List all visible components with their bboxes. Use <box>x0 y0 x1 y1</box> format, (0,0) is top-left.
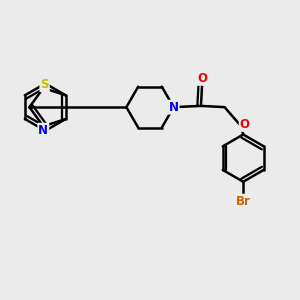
Text: N: N <box>38 124 48 137</box>
Text: O: O <box>240 118 250 131</box>
Text: Br: Br <box>236 195 251 208</box>
Text: O: O <box>197 72 207 85</box>
Text: S: S <box>40 78 49 91</box>
Text: N: N <box>169 100 178 114</box>
